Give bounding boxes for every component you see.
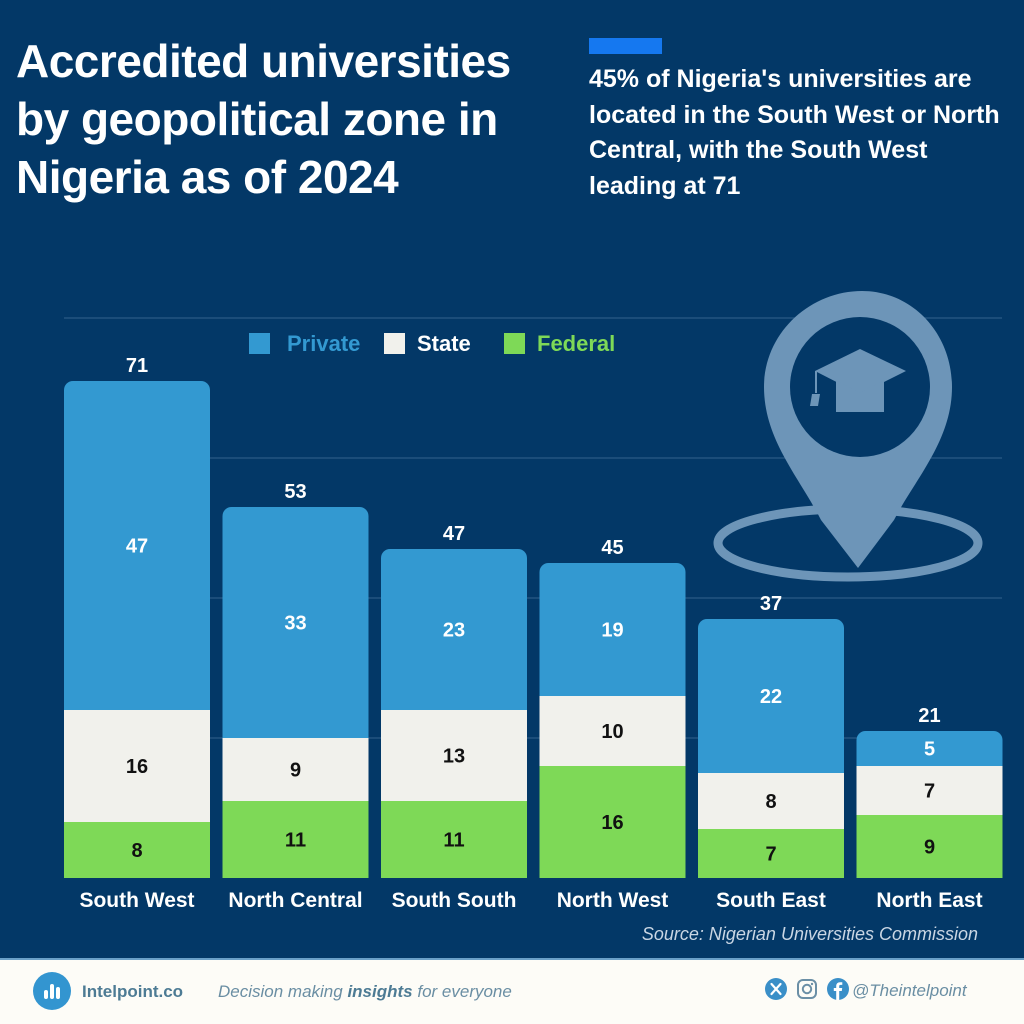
bar-segment-state [698,773,844,829]
labels: 8 16 47 71 South West 11 9 33 53 North Central 11 1… [79,355,982,912]
total-label: 21 [918,705,940,727]
instagram-icon[interactable] [796,978,818,1000]
bar-segment-state [222,738,369,801]
legend-swatch-state [384,333,405,354]
segment-label: 9 [924,837,935,859]
segment-label: 16 [601,812,623,834]
bar-segment-state [64,710,210,822]
social-handle[interactable]: @Theintelpoint [852,981,967,1000]
bar-segment-federal [222,801,369,878]
location-graduation-icon [713,291,983,582]
chart-title: Accredited universities by geopolitical … [16,35,511,203]
intelpoint-logo-icon [33,972,71,1010]
bar-segment-state [381,710,527,801]
segment-label: 23 [443,620,465,642]
category-label: North West [557,889,669,912]
segment-label: 5 [924,739,935,761]
brand-name[interactable]: Intelpoint.co [82,982,184,1001]
bar-group-north-central [222,507,369,878]
segment-label: 13 [443,746,465,768]
segment-label: 8 [131,840,142,862]
bar-group-north-east [856,731,1003,878]
accent-bar [589,38,662,54]
source-note: Source: Nigerian Universities Commission [641,924,978,944]
total-label: 53 [284,481,306,503]
bar-segment-private [222,507,369,738]
bar-segment-state [856,766,1003,815]
subtitle: 45% of Nigeria's universities are locate… [589,65,1000,200]
bar-segment-private [381,549,527,710]
segment-label: 47 [126,536,148,558]
category-label: North Central [228,889,362,912]
bar-segment-private [856,731,1003,766]
segment-label: 8 [765,791,776,813]
total-label: 71 [126,355,148,377]
bar-segment-federal [698,829,844,878]
bar-segment-private [698,619,844,773]
legend: Private State Federal [249,331,615,356]
bar-segment-private [539,563,686,696]
bar-segment-state [539,696,686,766]
bar-segment-private [64,381,210,710]
category-label: South East [716,889,826,912]
tagline: Decision making insights for everyone [218,982,512,1002]
tagline-start: Decision making [218,982,348,1001]
segment-label: 11 [443,830,464,852]
bar-segment-federal [539,766,686,878]
legend-label-federal: Federal [537,331,615,356]
segment-label: 7 [924,781,935,803]
segment-label: 9 [290,760,301,782]
tagline-bold: insights [347,982,413,1001]
segment-label: 16 [126,756,148,778]
category-label: South West [79,889,194,912]
segment-label: 22 [760,686,782,708]
bar-group-north-west [539,563,686,878]
facebook-icon[interactable] [827,978,849,1000]
bar-segment-federal [381,801,527,878]
bars [64,381,1003,878]
category-label: North East [876,889,982,912]
segment-label: 10 [601,721,623,743]
segment-label: 33 [284,613,306,635]
legend-swatch-federal [504,333,525,354]
social-links [765,978,849,1000]
bar-segment-federal [856,815,1003,878]
legend-label-state: State [417,331,471,356]
legend-swatch-private [249,333,270,354]
segment-label: 11 [285,830,306,852]
bar-group-south-south [381,549,527,878]
x-icon[interactable] [765,978,787,1000]
total-label: 45 [601,537,623,559]
segment-label: 19 [601,620,623,642]
bar-group-south-west [64,381,210,878]
tagline-end: for everyone [412,982,512,1001]
infographic: Accredited universities by geopolitical … [16,35,1003,944]
stacked-bar-chart: Private State Federal 8 16 47 71 South West 11 9… [64,291,1003,912]
segment-label: 7 [765,844,776,866]
legend-label-private: Private [287,331,360,356]
bar-group-south-east [698,619,844,878]
bar-segment-federal [64,822,210,878]
total-label: 47 [443,523,465,545]
category-label: South South [392,889,517,912]
footer: Intelpoint.co Decision making insights f… [0,958,1024,1024]
total-label: 37 [760,593,782,615]
